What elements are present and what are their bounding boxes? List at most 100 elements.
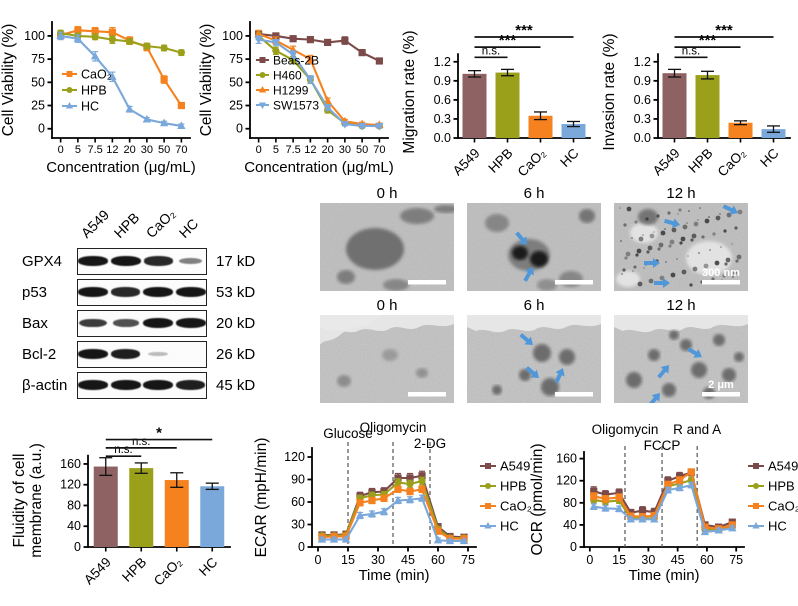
tem-micrograph: 300 nm (614, 203, 748, 291)
blot-molecular-weight-label: 20 kD (216, 315, 256, 332)
significance-label: *** (515, 22, 533, 39)
y-tick-label: 75 (31, 52, 45, 66)
arrow-icon (687, 347, 702, 358)
x-tick-label: 30 (371, 553, 385, 567)
significance-label: *** (715, 22, 733, 39)
triangle-marker-icon (393, 495, 403, 504)
blot-protein-label: p53 (22, 284, 48, 301)
x-tick-label: 30 (141, 144, 153, 156)
bar-HC (561, 124, 586, 138)
y-tick-label: 160 (556, 452, 577, 466)
y-tick-label: 25 (229, 99, 243, 113)
x-tick-label: 20 (124, 144, 136, 156)
tem-micrograph (467, 203, 601, 291)
arrow-icon (515, 231, 527, 245)
circle-marker-icon (272, 47, 280, 55)
y-axis-label: Migration rate (%) (401, 30, 418, 153)
square-marker-icon (601, 495, 610, 503)
tem-image-grid: 0 h 6 h 12 h 300 nm 0 h 6 h 12 h 2 μm (320, 185, 748, 403)
triangle-marker-icon (56, 31, 65, 40)
injection-label: Oligomycin (360, 420, 427, 435)
triangle-marker-icon (433, 535, 443, 544)
tem-timepoint-label: 12 h (666, 297, 696, 314)
blot-protein-label: Bax (22, 315, 48, 332)
y-tick-label: 0 (570, 540, 577, 554)
x-category-label: CaO₂ (715, 146, 749, 180)
x-category-label: HPB (485, 146, 515, 176)
x-tick-label: 75 (729, 553, 743, 567)
y-tick-label: 120 (556, 474, 577, 488)
arrow-icon (654, 278, 670, 288)
series-HC (589, 480, 737, 536)
triangle-down-marker-icon (375, 122, 384, 131)
scale-bar (555, 280, 593, 285)
legend-item-HPB: HPB (748, 479, 795, 494)
legend-label: SW1573 (273, 99, 319, 113)
blot-molecular-weight-label: 17 kD (216, 253, 256, 270)
significance-label: n.s. (132, 436, 151, 448)
legend-label: H1299 (273, 84, 309, 98)
legend-label: Beas-2B (273, 54, 319, 68)
y-tick-label: 50 (31, 75, 45, 89)
y-tick-label: 1.2 (434, 55, 451, 69)
scale-bar-label: 300 nm (702, 267, 740, 279)
y-tick-label: 0.9 (634, 74, 651, 88)
arrow-icon (523, 267, 534, 282)
y-tick-label: 0 (236, 122, 243, 136)
legend-item-HC: HC (480, 519, 519, 534)
blot-band (176, 380, 206, 390)
x-category-label: HPB (119, 555, 149, 585)
scale-bar (408, 392, 446, 397)
square-marker-icon (368, 496, 376, 505)
legend-label: CaO₂ (81, 68, 112, 82)
legend-label: CaO₂ (500, 499, 532, 514)
triangle-marker-icon (306, 54, 315, 63)
significance-label: n.s. (482, 45, 501, 57)
y-tick-label: 1.2 (634, 55, 651, 69)
y-tick-label: 0.9 (434, 74, 451, 88)
y-tick-label: 30 (291, 518, 305, 532)
blot-lane-label: HC (175, 215, 202, 241)
triangle-marker-icon (626, 514, 636, 523)
x-tick-label: 50 (356, 144, 368, 156)
x-category-label: CaO₂ (515, 146, 549, 180)
legend-item-CaO₂: CaO₂ (480, 499, 532, 514)
tem-micrograph: 2 μm (614, 315, 748, 403)
bar-CaO₂ (164, 480, 189, 547)
legend-label: HC (768, 519, 787, 534)
legend-label: HC (500, 519, 519, 534)
tem-micrograph (320, 203, 454, 291)
square-marker-icon (418, 472, 426, 480)
bar-CaO₂ (728, 122, 753, 138)
square-marker-icon (418, 485, 426, 493)
triangle-marker-icon (65, 102, 74, 109)
x-tick-label: 0 (315, 553, 322, 567)
blot-lane-label: A549 (77, 206, 113, 241)
y-tick-label: 0 (74, 540, 81, 554)
triangle-marker-icon (379, 507, 389, 515)
triangle-marker-icon (159, 118, 169, 127)
square-marker-icon (356, 499, 364, 507)
ecar-chart: 0 30 60 90 120 0 15 30 45 60 75 GlucoseOligomycin2-… (253, 420, 532, 584)
x-category-label: CaO₂ (151, 555, 185, 589)
y-tick-label: 120 (284, 450, 305, 464)
triangle-marker-icon (589, 502, 598, 510)
y-tick-label: 0 (38, 122, 45, 136)
circle-marker-icon (394, 478, 402, 487)
blot-band (143, 256, 173, 266)
bar-A549 (93, 466, 118, 547)
blot-strip (77, 372, 207, 399)
tem-timepoint-label: 0 h (376, 297, 398, 314)
circle-marker-icon (418, 477, 426, 485)
square-marker-icon (615, 489, 623, 497)
square-marker-icon (687, 468, 695, 476)
circle-marker-icon (143, 42, 151, 50)
square-marker-icon (289, 35, 297, 43)
x-tick-label: 45 (401, 553, 415, 567)
y-axis-label: OCR (pmol/min) (529, 444, 546, 556)
series-HC (317, 493, 469, 545)
square-marker-icon (485, 463, 491, 469)
